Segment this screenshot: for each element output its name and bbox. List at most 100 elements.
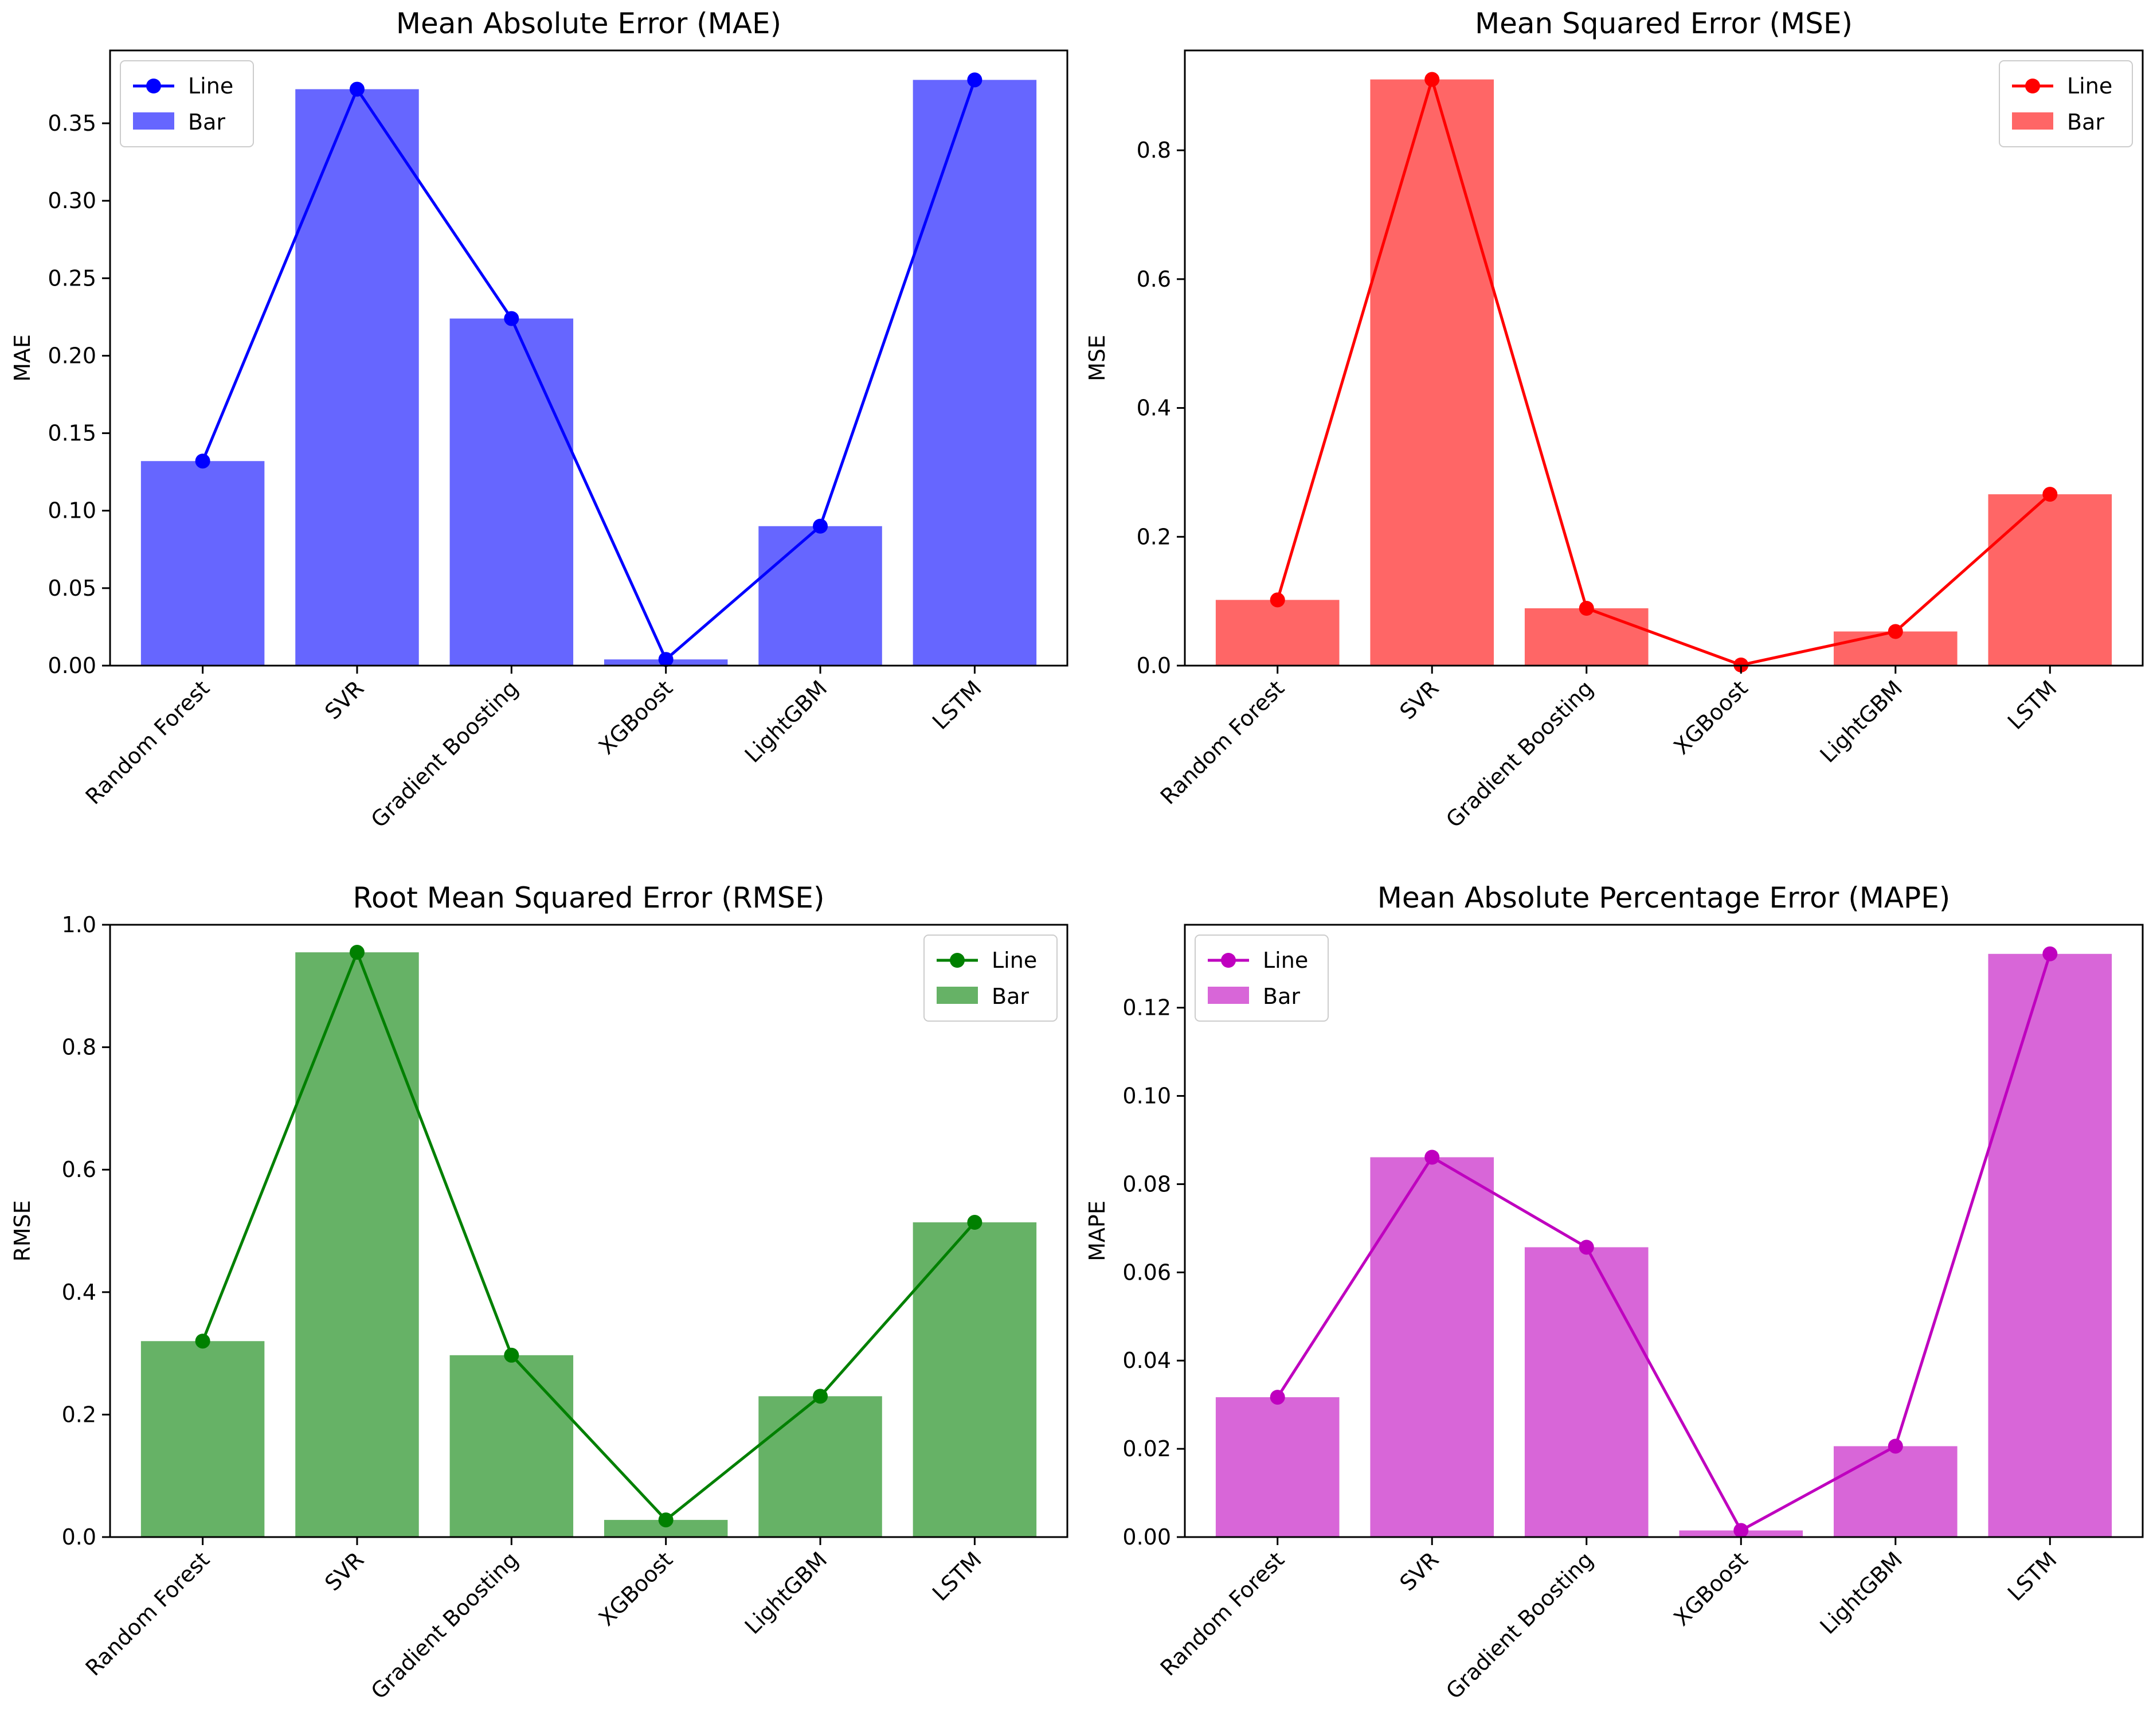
y-axis-label: MAPE (1085, 1201, 1110, 1261)
chart-title: Mean Absolute Error (MAE) (396, 7, 781, 40)
legend-bar-swatch (133, 112, 174, 130)
legend: Line Bar (923, 935, 1058, 1022)
bar-mape-0 (1215, 1397, 1340, 1537)
line-point-rmse-0 (195, 1334, 210, 1349)
y-tick-label: 0.00 (48, 653, 96, 678)
line-point-mae-3 (658, 652, 674, 667)
bar-rmse-0 (140, 1341, 265, 1537)
x-tick-label: LightGBM (740, 675, 832, 768)
chart-mape: Mean Absolute Percentage Error (MAPE) MAP… (1085, 881, 2144, 1704)
x-tick-label: SVR (320, 675, 369, 724)
y-tick-label: 0.6 (62, 1157, 96, 1182)
y-tick-label: 0.02 (1122, 1436, 1171, 1461)
y-tick-label: 0.10 (48, 498, 96, 523)
x-tick-label: LightGBM (1815, 1547, 1908, 1639)
legend-label-bar: Bar (1263, 984, 1300, 1009)
legend-line-marker (146, 79, 161, 93)
x-tick-label: Random Forest (81, 1547, 214, 1680)
legend: Line Bar (1195, 935, 1329, 1022)
x-tick-label: LSTM (2003, 1547, 2062, 1606)
line-point-mape-2 (1579, 1240, 1594, 1255)
y-tick-label: 0.4 (1137, 396, 1171, 421)
bar-rmse-5 (913, 1222, 1037, 1537)
bar-mape-1 (1370, 1157, 1494, 1537)
axes-frame (1184, 49, 2144, 667)
line-point-mse-5 (2042, 487, 2058, 502)
y-tick-label: 0.08 (1122, 1171, 1171, 1197)
x-tick-label: Gradient Boosting (1441, 1547, 1598, 1704)
bar-mse-1 (1370, 79, 1494, 666)
legend-bar-swatch (937, 987, 978, 1004)
bar-mape-5 (1988, 953, 2112, 1537)
axes-frame (1184, 924, 2144, 1538)
chart-title: Root Mean Squared Error (RMSE) (353, 881, 825, 914)
line-point-rmse-5 (967, 1215, 982, 1230)
line-point-mape-5 (2042, 946, 2058, 961)
chart-mse: Mean Squared Error (MSE) MSE 0.0 0.2 0.4 0.6 0… (1085, 7, 2144, 832)
legend-label-line: Line (2067, 73, 2112, 99)
legend: Line Bar (1999, 60, 2133, 147)
x-tick-label: Random Forest (81, 675, 214, 809)
chart-title: Mean Absolute Percentage Error (MAPE) (1377, 881, 1951, 914)
chart-title: Mean Squared Error (MSE) (1475, 7, 1853, 40)
line-point-mse-0 (1270, 592, 1285, 608)
series-line-mape (1276, 953, 2052, 1532)
y-axis-label: MAE (10, 334, 35, 382)
legend-label-line: Line (188, 73, 233, 99)
bar-mae-4 (758, 526, 882, 666)
y-tick-label: 0.20 (48, 343, 96, 368)
bar-mse-0 (1215, 600, 1340, 666)
chart-rmse: Root Mean Squared Error (RMSE) RMSE 0.0 0.2… (10, 881, 1068, 1704)
y-tick-label: 0.10 (1122, 1084, 1171, 1109)
bar-mape-2 (1524, 1247, 1649, 1537)
x-tick-label: Random Forest (1156, 1547, 1289, 1680)
line-point-rmse-2 (504, 1347, 519, 1363)
bar-mae-1 (295, 89, 419, 666)
y-tick-label: 0.12 (1122, 995, 1171, 1021)
line-point-mse-4 (1888, 624, 1903, 639)
bar-mse-2 (1524, 608, 1649, 666)
bar-mse-5 (1988, 494, 2112, 666)
x-tick-label: Gradient Boosting (366, 1547, 523, 1704)
legend-line-marker (2025, 79, 2040, 93)
x-tick-label: Random Forest (1156, 675, 1289, 809)
bar-mae-5 (913, 80, 1037, 666)
line-point-mape-3 (1733, 1523, 1749, 1538)
line-point-rmse-3 (658, 1512, 674, 1528)
bar-mae-0 (140, 461, 265, 666)
axes-frame (109, 924, 1068, 1538)
x-tick-label: Gradient Boosting (366, 675, 523, 832)
line-point-mae-5 (967, 72, 982, 88)
legend-label-bar: Bar (992, 984, 1029, 1009)
x-tick-label: LSTM (2003, 675, 2062, 734)
bar-rmse-4 (758, 1396, 882, 1537)
y-tick-label: 0.06 (1122, 1260, 1171, 1285)
bar-rmse-1 (295, 952, 419, 1537)
legend-label-bar: Bar (188, 110, 225, 135)
line-point-rmse-1 (349, 945, 365, 960)
line-point-mae-4 (813, 518, 828, 534)
x-tick-label: XGBoost (594, 1547, 678, 1631)
y-tick-label: 0.25 (48, 265, 96, 291)
line-point-mae-2 (504, 311, 519, 326)
series-line-rmse (201, 948, 976, 1522)
y-tick-label: 0.8 (62, 1035, 96, 1060)
line-point-mse-2 (1579, 601, 1594, 616)
x-tick-label: SVR (1395, 675, 1443, 724)
y-tick-label: 0.05 (48, 576, 96, 601)
line-point-mape-0 (1270, 1390, 1285, 1405)
bar-rmse-2 (449, 1355, 574, 1537)
y-tick-label: 0.00 (1122, 1524, 1171, 1550)
axes-frame (109, 49, 1068, 667)
y-tick-label: 0.15 (48, 421, 96, 446)
y-tick-label: 1.0 (62, 912, 96, 937)
line-point-mape-4 (1888, 1438, 1903, 1454)
y-tick-label: 0.8 (1137, 138, 1171, 163)
line-point-rmse-4 (813, 1389, 828, 1404)
x-tick-label: SVR (320, 1547, 369, 1596)
bar-mae-2 (449, 318, 574, 666)
legend-line-marker (1221, 953, 1236, 968)
x-tick-label: LSTM (927, 675, 987, 734)
y-tick-label: 0.0 (1137, 653, 1171, 678)
